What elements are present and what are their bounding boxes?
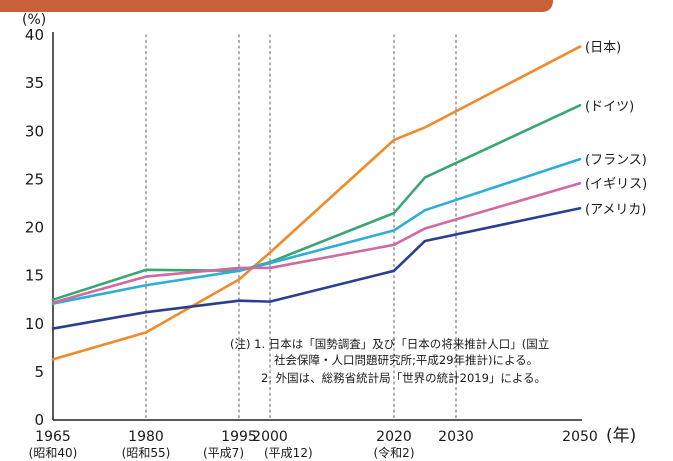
series-label: (日本) xyxy=(585,41,621,56)
y-tick-label: 15 xyxy=(25,267,44,285)
y-tick-label: 0 xyxy=(34,411,44,429)
series-label: (アメリカ) xyxy=(585,202,647,217)
footnote-line-1: (注) 1. 日本は「国勢調査」及び「日本の将来推計人口」(国立 xyxy=(230,337,549,351)
y-tick-label: 30 xyxy=(25,122,44,140)
y-tick-labels: 0 5 10 15 20 25 30 35 40 xyxy=(25,26,44,429)
x-tick-label: 2050 xyxy=(562,429,598,445)
y-tick-label: 5 xyxy=(34,363,44,381)
x-tick-sublabel: (昭和40) xyxy=(29,446,78,460)
x-tick-label: 1965 xyxy=(35,429,71,445)
series-labels: (日本) (ドイツ) (フランス) (イギリス) (アメリカ) xyxy=(585,41,647,218)
x-tick-sublabel: (平成12) xyxy=(264,446,313,460)
x-tick-labels: 1965(昭和40) 1980(昭和55) 1995(平成7) 2000(平成12) 2… xyxy=(29,429,598,460)
x-tick-sublabel: (昭和55) xyxy=(122,446,171,460)
series-line xyxy=(51,103,582,301)
series-line xyxy=(51,45,582,361)
series-line xyxy=(51,157,582,305)
y-axis-label: (%) xyxy=(22,12,46,28)
series-line xyxy=(51,206,582,330)
y-tick-label: 40 xyxy=(25,26,44,44)
y-tick-label: 10 xyxy=(25,315,44,333)
y-tick-label: 25 xyxy=(25,170,44,188)
footnote-line-3: 2. 外国は、総務省統計局「世界の統計2019」による。 xyxy=(261,371,546,385)
data-series xyxy=(51,45,582,361)
series-label: (フランス) xyxy=(585,153,647,168)
series-label: (ドイツ) xyxy=(585,99,634,114)
x-tick-sublabel: (令和2) xyxy=(374,445,415,460)
x-tick-label: 2030 xyxy=(438,429,474,445)
footnote: (注) 1. 日本は「国勢調査」及び「日本の将来推計人口」(国立 社会保障・人口… xyxy=(230,337,549,385)
x-tick-label: 2000 xyxy=(252,429,288,445)
y-tick-label: 35 xyxy=(25,74,44,92)
axes xyxy=(52,32,582,421)
x-tick-label: 1980 xyxy=(128,429,164,445)
footnote-line-2: 社会保障・人口問題研究所;平成29年推計)による。 xyxy=(274,353,538,367)
x-tick-label: 2020 xyxy=(376,429,412,445)
series-label: (イギリス) xyxy=(585,177,647,192)
x-tick-label: 1995 xyxy=(221,429,257,445)
header-bar xyxy=(0,0,553,12)
series-line xyxy=(51,181,582,304)
x-tick-sublabel: (平成7) xyxy=(203,446,244,460)
y-tick-label: 20 xyxy=(25,219,44,237)
vertical-gridlines xyxy=(145,34,457,421)
x-axis-label: (年) xyxy=(606,426,636,446)
